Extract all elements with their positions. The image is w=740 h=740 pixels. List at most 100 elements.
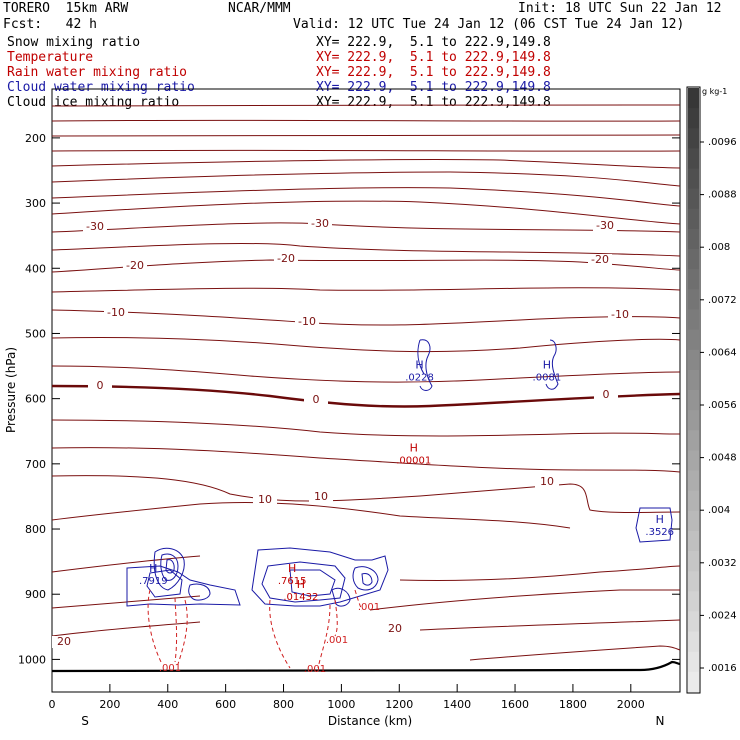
- colorbar-band: [688, 349, 699, 371]
- contour-label-bg: [304, 394, 328, 406]
- colorbar-band: [688, 631, 699, 653]
- legend-temperature: Temperature: [7, 50, 94, 65]
- x-end-south: S: [81, 714, 89, 728]
- center-title: NCAR/MMM: [228, 1, 291, 16]
- contour-label-bg: [88, 380, 112, 392]
- x-tick-label: 1800: [559, 698, 587, 711]
- xy-rain: XY= 222.9, 5.1 to 222.9,149.8: [316, 65, 551, 80]
- temperature-contour-label: -30: [311, 217, 329, 230]
- colorbar-band: [688, 490, 699, 512]
- plot-frame: [51, 88, 681, 693]
- y-tick-label: 900: [25, 588, 46, 601]
- y-tick-label: 700: [25, 458, 46, 471]
- x-tick-label: 1200: [385, 698, 413, 711]
- terrain-line: [51, 660, 681, 673]
- temperature-contour-label: 0: [603, 388, 610, 401]
- colorbar-band: [688, 369, 699, 391]
- colorbar-band: [688, 390, 699, 411]
- contour-label-bg: [383, 623, 407, 635]
- maximum-value: .00001: [396, 455, 431, 466]
- temperature-contour-label: -10: [611, 308, 629, 321]
- colorbar-band: [688, 289, 699, 310]
- y-tick-label: 200: [25, 132, 46, 145]
- forecast-hour: Fcst: 42 h: [3, 17, 97, 32]
- contour-label-bg: [608, 309, 632, 321]
- colorbar-band: [688, 651, 699, 673]
- colorbar-band: [688, 148, 699, 170]
- x-tick-label: 1400: [443, 698, 471, 711]
- y-tick-label: 500: [25, 327, 46, 340]
- y-tick-label: 800: [25, 523, 46, 536]
- colorbar-band: [688, 671, 699, 693]
- maximum-value: .7919: [139, 576, 168, 587]
- contour-label-bg: [588, 254, 612, 266]
- maximum-value: .0228: [405, 373, 434, 384]
- valid-time: Valid: 12 UTC Tue 24 Jan 12 (06 CST Tue …: [293, 17, 685, 32]
- contour-label-bg: [593, 220, 617, 232]
- colorbar-band: [688, 269, 699, 290]
- colorbar-band: [688, 410, 699, 431]
- x-tick-label: 1000: [327, 698, 355, 711]
- colorbar-band: [688, 208, 699, 230]
- maximum-marker: H: [410, 441, 418, 454]
- xy-cloud-ice: XY= 222.9, 5.1 to 222.9,149.8: [316, 95, 551, 110]
- colorbar-band: [688, 530, 699, 552]
- legend-snow: Snow mixing ratio: [7, 35, 141, 50]
- colorbar-band: [688, 510, 699, 532]
- temperature-contour-label: 0: [313, 393, 320, 406]
- colorbar-tick-label: .0072: [708, 295, 737, 306]
- x-end-north: N: [656, 714, 665, 728]
- xy-snow: XY= 222.9, 5.1 to 222.9,149.8: [316, 35, 551, 50]
- temperature-contour-label: -20: [126, 259, 144, 272]
- colorbar-band: [688, 430, 699, 451]
- maximum-marker: H: [149, 562, 157, 575]
- colorbar-tick-label: .0096: [708, 137, 737, 148]
- maximum-value: .7615: [278, 576, 307, 587]
- contour-label-bg: [123, 260, 147, 272]
- xy-temperature: XY= 222.9, 5.1 to 222.9,149.8: [316, 50, 551, 65]
- colorbar-tick-label: .004: [708, 505, 730, 516]
- x-tick-label: 1600: [501, 698, 529, 711]
- x-tick-label: 2000: [617, 698, 645, 711]
- colorbar-band: [688, 309, 699, 331]
- colorbar-band: [688, 108, 699, 129]
- colorbar-tick-label: .0024: [708, 610, 737, 621]
- y-axis-title: Pressure (hPa): [4, 347, 18, 433]
- temperature-contour-label: 0: [97, 379, 104, 392]
- contour-label-bg: [253, 494, 277, 506]
- rain-contour-label: .001: [326, 635, 348, 646]
- temperature-isotherms: [51, 104, 681, 661]
- x-tick-label: 600: [215, 698, 236, 711]
- init-time: Init: 18 UTC Sun 22 Jan 12: [518, 1, 722, 16]
- legend-rain: Rain water mixing ratio: [7, 65, 188, 80]
- x-tick-label: 200: [99, 698, 120, 711]
- rain-contour-label: .001: [159, 663, 181, 674]
- colorbar-tick-label: .0016: [708, 663, 737, 674]
- temperature-contour-label: 20: [57, 635, 71, 648]
- contour-label-bg: [274, 253, 298, 265]
- temperature-contour-label: -10: [107, 306, 125, 319]
- colorbar-band: [688, 188, 699, 210]
- contour-label-bg: [295, 316, 319, 328]
- colorbar-tick-label: .0064: [708, 347, 737, 358]
- colorbar-band: [688, 470, 699, 492]
- colorbar-band: [688, 329, 699, 351]
- temperature-contour-label: -20: [591, 253, 609, 266]
- temperature-contour-label: -30: [596, 219, 614, 232]
- colorbar-band: [688, 591, 699, 612]
- y-tick-label: 1000: [18, 653, 46, 666]
- x-axis-title: Distance (km): [328, 714, 412, 728]
- contour-label-bg: [594, 389, 618, 401]
- colorbar-band: [688, 88, 699, 109]
- contour-label-bg: [52, 636, 76, 648]
- x-tick-label: 400: [157, 698, 178, 711]
- maximum-value: .0081: [533, 373, 562, 384]
- colorbar-band: [688, 571, 699, 592]
- colorbar-tick-label: .0048: [708, 453, 737, 464]
- y-tick-label: 600: [25, 393, 46, 406]
- rain-contour-label: .001: [358, 602, 380, 613]
- colorbar-band: [688, 249, 699, 270]
- maximum-value: .01432: [283, 592, 318, 603]
- contour-label-bg: [309, 491, 333, 503]
